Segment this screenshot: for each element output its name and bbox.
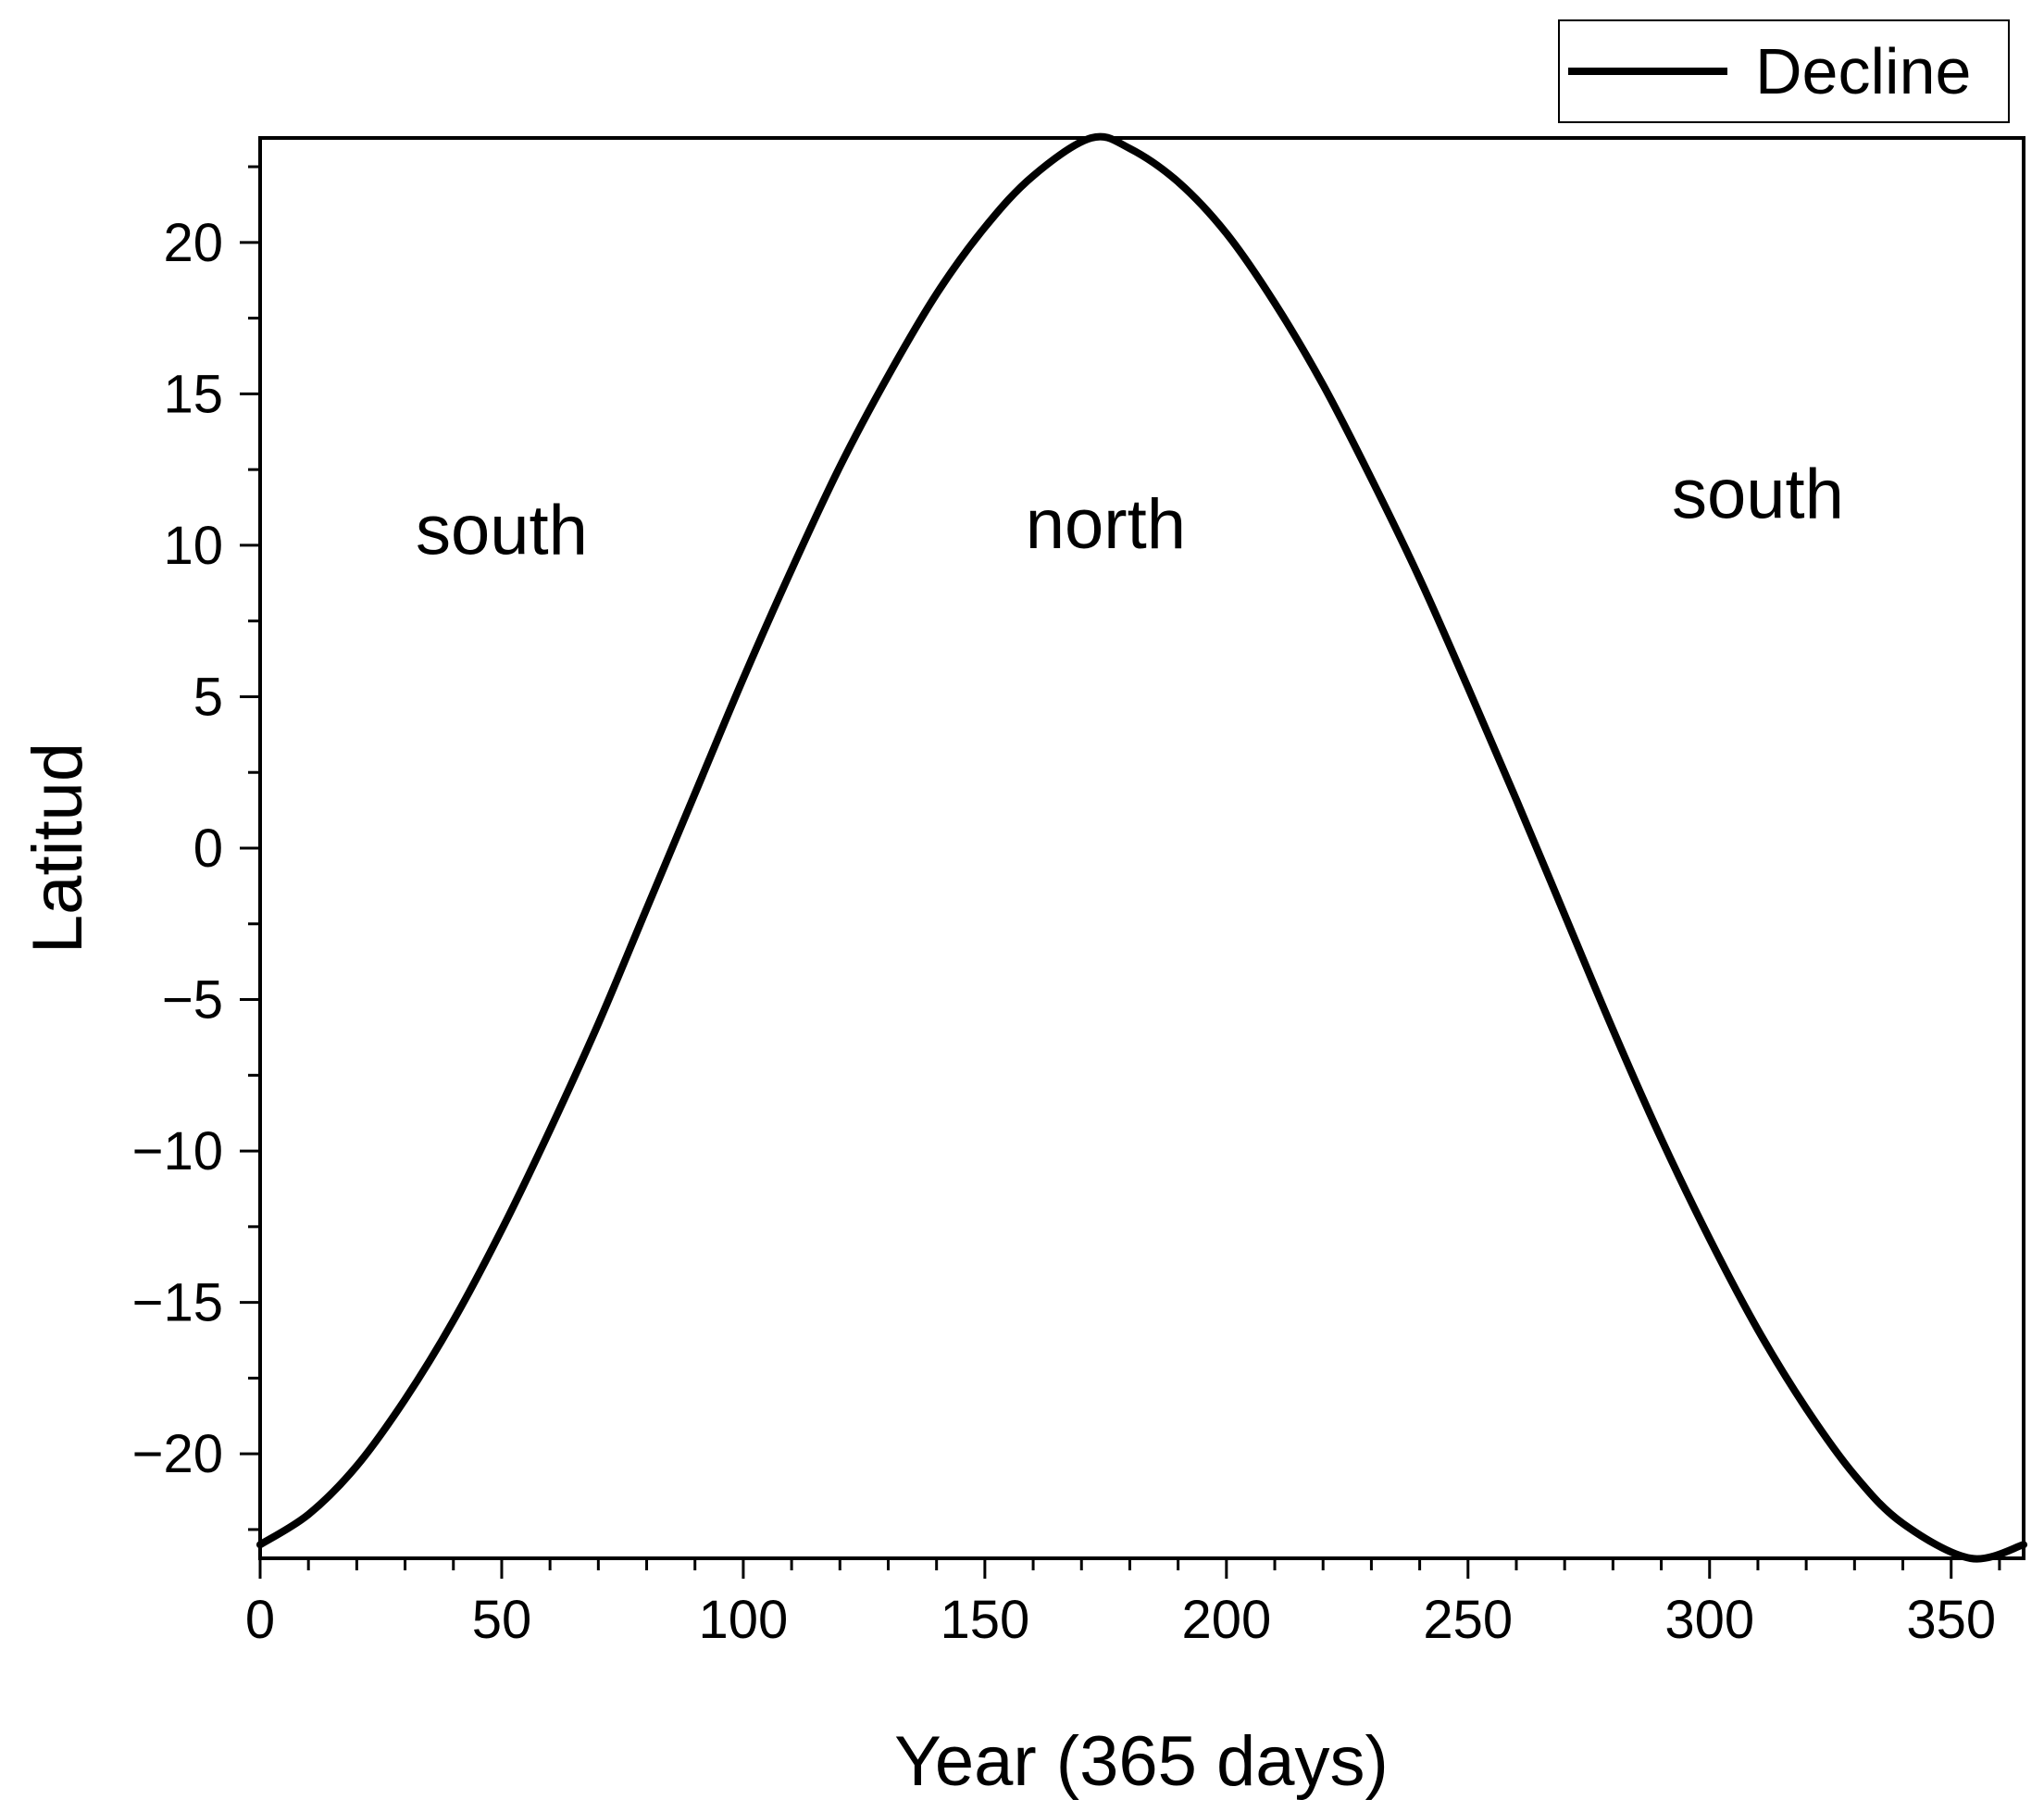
x-tick-label: 300 <box>1664 1590 1754 1650</box>
legend-label-decline: Decline <box>1755 35 1971 107</box>
y-tick-label: 15 <box>163 364 223 424</box>
x-axis-title: Year (365 days) <box>894 1722 1389 1801</box>
region-label-south: south <box>1672 455 1844 533</box>
y-axis-ticks: −20 −15 −10 −5 0 5 10 15 20 <box>132 165 260 1531</box>
y-tick-label: 0 <box>193 819 223 879</box>
y-tick-label: −5 <box>162 970 223 1031</box>
x-tick-label: 250 <box>1423 1590 1513 1650</box>
x-tick-label: 50 <box>472 1590 532 1650</box>
y-tick-label: −20 <box>132 1424 223 1484</box>
plot-frame <box>258 136 2025 1560</box>
y-tick-label: 5 <box>193 667 223 727</box>
y-tick-label: 10 <box>163 516 223 576</box>
x-axis-ticks: 0 50 100 150 200 250 300 350 <box>245 1558 2001 1650</box>
x-tick-label: 100 <box>699 1590 789 1650</box>
x-tick-label: 200 <box>1181 1590 1271 1650</box>
region-annotations: south north south <box>416 455 1844 569</box>
region-label-north: north <box>1026 485 1186 564</box>
y-tick-label: 20 <box>163 213 223 273</box>
legend[interactable]: Decline <box>1558 19 2010 123</box>
series-line-decline <box>256 132 2027 1563</box>
y-axis-title: Latitud <box>19 743 97 954</box>
x-tick-label: 150 <box>940 1590 1029 1650</box>
y-tick-label: −15 <box>132 1273 223 1333</box>
x-tick-label: 0 <box>245 1590 275 1650</box>
x-tick-label: 350 <box>1906 1590 1996 1650</box>
y-tick-label: −10 <box>132 1121 223 1181</box>
region-label-south: south <box>416 492 588 570</box>
